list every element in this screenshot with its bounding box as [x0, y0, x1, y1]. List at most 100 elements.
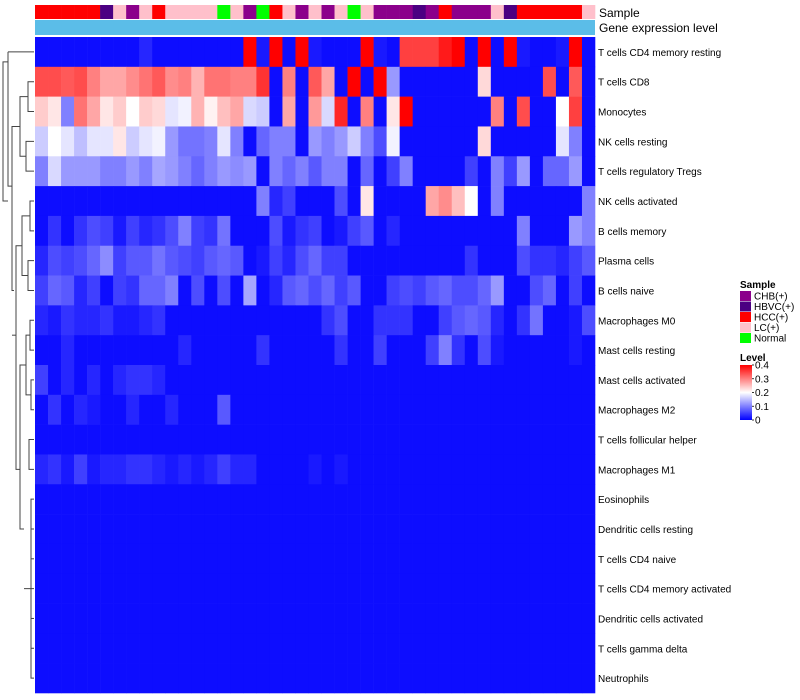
heatmap-cell — [295, 514, 309, 545]
heatmap-cell — [386, 573, 400, 604]
legend-sample-label: LC(+) — [754, 323, 779, 334]
heatmap-cell — [204, 66, 218, 97]
heatmap-cell — [347, 335, 361, 366]
heatmap-cell — [529, 633, 544, 664]
heatmap-cell — [386, 514, 400, 545]
heatmap-cell — [256, 573, 270, 604]
heatmap-cell — [490, 245, 505, 276]
heatmap-cell — [412, 275, 426, 306]
heatmap-cell — [178, 275, 192, 306]
heatmap-cell — [347, 305, 361, 336]
heatmap-cell — [191, 484, 205, 515]
legend-swatch — [740, 301, 751, 312]
heatmap-cell — [503, 245, 518, 276]
heatmap-cell — [321, 305, 335, 336]
heatmap-cell — [74, 186, 88, 217]
heatmap-cell — [490, 394, 505, 425]
heatmap-cell — [373, 365, 387, 396]
sample-annotation-cell — [477, 5, 492, 19]
heatmap-cell — [243, 245, 257, 276]
heatmap-cell — [321, 245, 335, 276]
heatmap-cell — [74, 484, 88, 515]
heatmap-cell — [217, 215, 231, 247]
heatmap-cell — [542, 186, 557, 217]
heatmap-cell — [126, 365, 140, 396]
heatmap-cell — [360, 394, 374, 425]
heatmap-cell — [217, 156, 231, 187]
legend-sample-label: Normal — [754, 334, 786, 345]
heatmap-cell — [204, 394, 218, 425]
heatmap-cell — [386, 275, 400, 306]
heatmap-cell — [191, 96, 205, 127]
heatmap-cell — [347, 484, 361, 515]
heatmap-cell — [438, 454, 453, 485]
heatmap-cell — [425, 573, 440, 604]
heatmap-cell — [139, 543, 153, 575]
heatmap-cell — [87, 424, 101, 455]
heatmap-cells — [35, 37, 596, 694]
heatmap-cell — [412, 37, 426, 68]
heatmap-cell — [61, 543, 75, 575]
heatmap-cell — [243, 633, 257, 664]
heatmap-cell — [100, 66, 114, 97]
heatmap-cell — [451, 215, 466, 247]
heatmap-cell — [204, 514, 218, 545]
heatmap-cell — [503, 573, 518, 604]
heatmap-cell — [178, 335, 192, 366]
heatmap-cell — [165, 663, 179, 694]
heatmap-cell — [191, 573, 205, 604]
heatmap-cell — [412, 66, 426, 97]
heatmap-cell — [178, 484, 192, 515]
heatmap-cell — [555, 603, 570, 634]
row-label: Monocytes — [598, 108, 646, 119]
heatmap-cell — [35, 543, 49, 575]
heatmap-cell — [321, 66, 335, 97]
heatmap-cell — [48, 126, 62, 157]
heatmap-cell — [386, 543, 400, 575]
heatmap-cell — [243, 573, 257, 604]
heatmap-cell — [256, 484, 270, 515]
heatmap-cell — [425, 335, 440, 366]
heatmap-cell — [204, 305, 218, 336]
heatmap-cell — [464, 37, 479, 68]
heatmap-cell — [399, 514, 413, 545]
heatmap-cell — [477, 186, 492, 217]
heatmap-cell — [74, 335, 88, 366]
heatmap-cell — [425, 633, 440, 664]
heatmap-cell — [399, 275, 413, 306]
heatmap-cell — [61, 96, 75, 127]
heatmap-cell — [321, 454, 335, 485]
heatmap-cell — [373, 186, 387, 217]
legend-sample-title: Sample — [740, 280, 776, 291]
legend-swatch — [740, 333, 751, 343]
sample-annotation-cell — [386, 5, 400, 19]
heatmap-cell — [139, 454, 153, 485]
heatmap-cell — [568, 96, 583, 127]
heatmap-cell — [360, 96, 374, 127]
heatmap-cell — [126, 215, 140, 247]
heatmap-cell — [139, 96, 153, 127]
heatmap-cell — [425, 275, 440, 306]
heatmap-cell — [451, 514, 466, 545]
heatmap-cell — [529, 215, 544, 247]
sample-annotation-cell — [256, 5, 270, 19]
heatmap-cell — [139, 514, 153, 545]
heatmap-cell — [282, 305, 296, 336]
row-label: Dendritic cells resting — [598, 525, 693, 536]
heatmap-cell — [61, 365, 75, 396]
heatmap-cell — [412, 663, 426, 694]
heatmap-cell — [581, 335, 596, 366]
heatmap-cell — [269, 215, 283, 247]
heatmap-cell — [282, 543, 296, 575]
heatmap-cell — [308, 484, 322, 515]
heatmap-cell — [113, 514, 127, 545]
heatmap-cell — [35, 603, 49, 634]
heatmap-cell — [87, 573, 101, 604]
heatmap-cell — [438, 543, 453, 575]
heatmap-cell — [295, 394, 309, 425]
legend-swatch — [740, 322, 751, 333]
heatmap-cell — [230, 245, 244, 276]
heatmap-cell — [35, 215, 49, 247]
heatmap-cell — [386, 603, 400, 634]
heatmap-cell — [555, 66, 570, 97]
